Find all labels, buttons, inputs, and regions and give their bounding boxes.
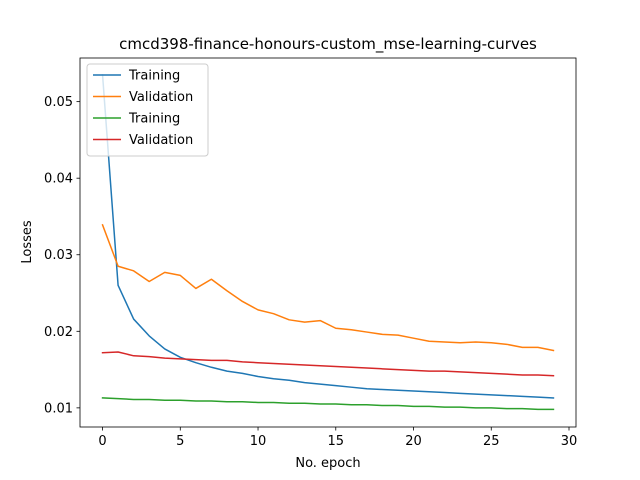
legend-label-1: Validation — [129, 90, 193, 105]
chart-title: cmcd398-finance-honours-custom_mse-learn… — [119, 35, 537, 54]
series-line-3 — [101, 351, 555, 377]
x-tick-label: 10 — [250, 434, 267, 449]
legend-label-3: Validation — [129, 133, 193, 148]
x-axis-label: No. epoch — [295, 456, 360, 471]
y-tick-label: 0.04 — [44, 172, 73, 187]
series-line-0 — [101, 74, 555, 399]
y-tick-label: 0.03 — [44, 248, 73, 263]
x-tick-label: 15 — [328, 434, 345, 449]
series-line-2 — [101, 397, 555, 411]
x-tick-label: 20 — [405, 434, 422, 449]
x-tick-label: 25 — [483, 434, 500, 449]
legend: Training Validation Training Validation — [86, 63, 209, 157]
y-tick-label: 0.02 — [44, 325, 73, 340]
series-line-1 — [101, 223, 555, 352]
legend-label-2: Training — [128, 112, 180, 127]
y-axis-label: Losses — [20, 220, 35, 264]
y-tick-label: 0.01 — [44, 401, 73, 416]
legend-box — [86, 63, 209, 157]
x-tick-label: 30 — [561, 434, 578, 449]
legend-label-0: Training — [128, 69, 180, 84]
axes-frame — [79, 57, 577, 428]
x-tick-label: 0 — [98, 434, 106, 449]
y-tick-label: 0.05 — [44, 95, 73, 110]
plot-area: 0 5 10 15 20 25 30 0.01 0.02 0.03 0.04 0.05 Trainin… — [44, 57, 578, 449]
x-tick-label: 5 — [176, 434, 184, 449]
